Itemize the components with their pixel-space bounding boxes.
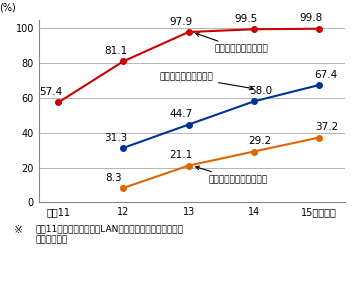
Text: 平成11年度の普通教室のLAN整備率及びホームページ開
設率は未公表: 平成11年度の普通教室のLAN整備率及びホームページ開 設率は未公表 [35, 225, 183, 244]
Text: ※: ※ [14, 225, 23, 235]
Text: (%): (%) [0, 2, 15, 12]
Text: ホームページの開設率: ホームページの開設率 [159, 72, 253, 90]
Text: 31.3: 31.3 [104, 133, 127, 143]
Text: 普通教室のＬＡＮ整備率: 普通教室のＬＡＮ整備率 [196, 166, 267, 184]
Text: 29.2: 29.2 [249, 136, 272, 146]
Text: 37.2: 37.2 [315, 123, 338, 132]
Text: 57.4: 57.4 [39, 87, 62, 97]
Text: 58.0: 58.0 [249, 86, 272, 96]
Text: 8.3: 8.3 [105, 173, 122, 183]
Text: 97.9: 97.9 [169, 17, 193, 27]
Text: 44.7: 44.7 [169, 109, 193, 119]
Text: 99.8: 99.8 [300, 13, 323, 24]
Text: インターネット接続率: インターネット接続率 [196, 33, 268, 54]
Text: 81.1: 81.1 [104, 46, 127, 56]
Text: 21.1: 21.1 [169, 150, 193, 160]
Text: 99.5: 99.5 [234, 14, 258, 24]
Text: 67.4: 67.4 [314, 70, 337, 80]
